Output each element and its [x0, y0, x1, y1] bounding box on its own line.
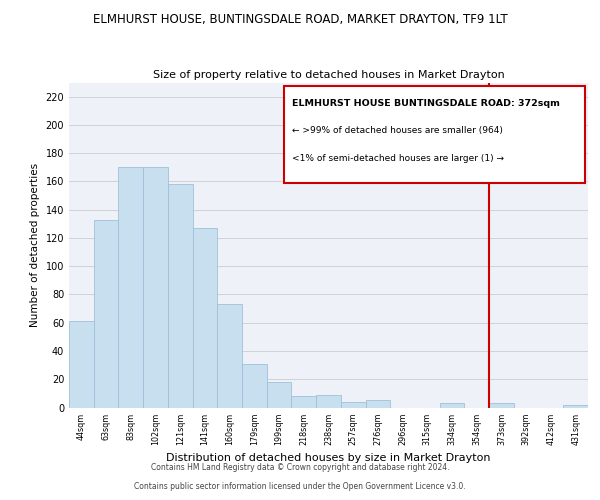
Bar [94, 220, 118, 408]
Text: ELMHURST HOUSE, BUNTINGSDALE ROAD, MARKET DRAYTON, TF9 1LT: ELMHURST HOUSE, BUNTINGSDALE ROAD, MARKE… [92, 12, 508, 26]
Bar [193, 228, 217, 408]
Y-axis label: Number of detached properties: Number of detached properties [30, 163, 40, 327]
Bar [365, 400, 390, 407]
Text: Contains public sector information licensed under the Open Government Licence v3: Contains public sector information licen… [134, 482, 466, 491]
Bar [168, 184, 193, 408]
FancyBboxPatch shape [284, 86, 586, 183]
Bar [69, 322, 94, 408]
Text: <1% of semi-detached houses are larger (1) →: <1% of semi-detached houses are larger (… [292, 154, 504, 163]
Bar [242, 364, 267, 408]
Bar [217, 304, 242, 408]
Bar [316, 395, 341, 407]
Bar [143, 168, 168, 408]
Bar [118, 168, 143, 408]
Text: ELMHURST HOUSE BUNTINGSDALE ROAD: 372sqm: ELMHURST HOUSE BUNTINGSDALE ROAD: 372sqm [292, 99, 560, 108]
Bar [489, 404, 514, 407]
X-axis label: Distribution of detached houses by size in Market Drayton: Distribution of detached houses by size … [166, 454, 491, 464]
Bar [563, 404, 588, 407]
Text: Contains HM Land Registry data © Crown copyright and database right 2024.: Contains HM Land Registry data © Crown c… [151, 464, 449, 472]
Text: ← >99% of detached houses are smaller (964): ← >99% of detached houses are smaller (9… [292, 126, 503, 136]
Bar [267, 382, 292, 407]
Bar [440, 404, 464, 407]
Bar [292, 396, 316, 407]
Bar [341, 402, 365, 407]
Title: Size of property relative to detached houses in Market Drayton: Size of property relative to detached ho… [152, 70, 505, 81]
